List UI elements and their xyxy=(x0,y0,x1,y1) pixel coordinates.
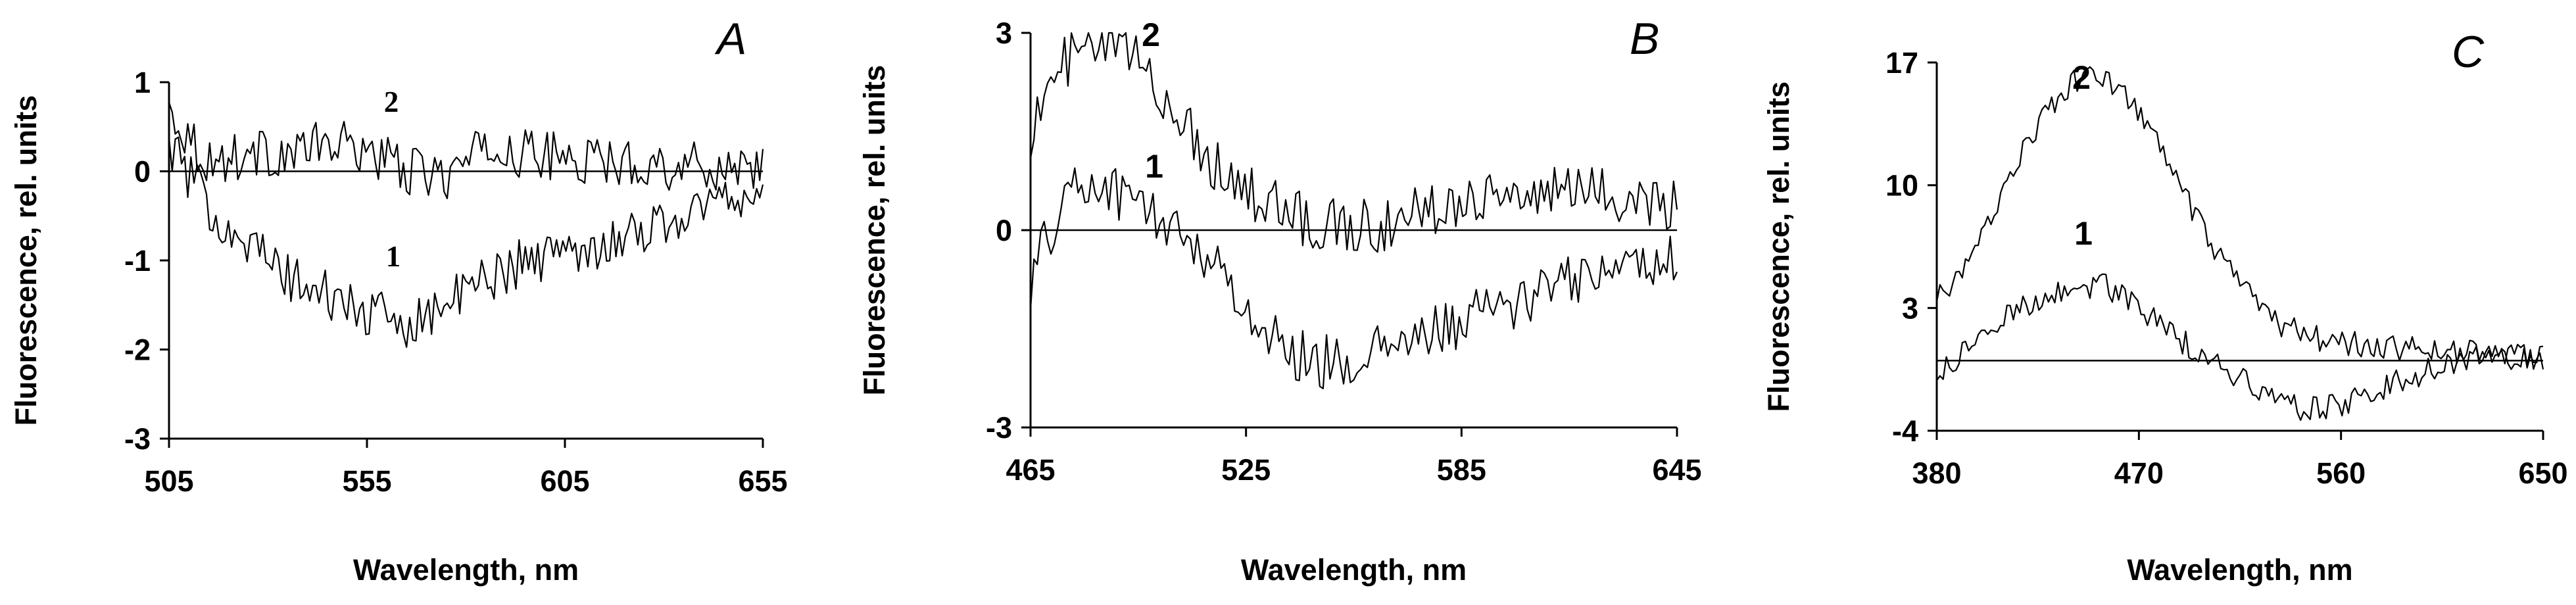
panel-b-series-1-line xyxy=(1029,167,1678,389)
panel-c-y-axis-label: Fluorescence, rel. units xyxy=(1762,82,1795,412)
panel-c-y-tick-label: 17 xyxy=(1885,46,1918,80)
panel-c-series-2-label: 2 xyxy=(2072,59,2091,96)
panel-b-x-axis-label: Wavelength, nm xyxy=(1241,553,1467,587)
panel-a-x-tick-label: 605 xyxy=(540,464,589,498)
panel-a-y-axis-label: Fluorescence, rel. units xyxy=(9,95,43,426)
panel-c-x-tick-label: 380 xyxy=(1912,456,1961,490)
panel-c-x-tick-label: 560 xyxy=(2316,456,2366,490)
panel-b-y-tick-label: -3 xyxy=(986,411,1012,445)
panel-c-x-tick-label: 470 xyxy=(2114,456,2164,490)
panel-c-series-1-label: 1 xyxy=(2074,215,2093,252)
panel-b-series-1-label: 1 xyxy=(1145,148,1163,185)
panel-a-y-tick-label: -2 xyxy=(124,333,151,367)
panel-b-x-tick-label: 465 xyxy=(1006,453,1055,487)
panel-c-series-1-line xyxy=(1936,273,2544,422)
panel-b-series-2-label: 2 xyxy=(1142,16,1160,53)
panel-a-series-1-line xyxy=(168,136,764,348)
panel-a-series-2-line xyxy=(168,102,764,199)
panel-a-x-axis-label: Wavelength, nm xyxy=(353,553,579,587)
panel-b-series-2-line xyxy=(1029,32,1678,253)
panel-b-y-tick-label: 0 xyxy=(996,214,1012,247)
panel-b-x-tick-label: 525 xyxy=(1221,453,1271,487)
panel-a-letter: A xyxy=(714,14,746,64)
panel-c-x-axis-label: Wavelength, nm xyxy=(2127,553,2352,587)
panel-c-series-2-line xyxy=(1935,66,2544,370)
panel-a-y-tick-label: -1 xyxy=(124,244,151,278)
panel-a-x-tick-label: 555 xyxy=(342,464,391,498)
panel-a-series-1-label: 1 xyxy=(386,240,401,273)
panel-b-y-axis-label: Fluorescence, rel. units xyxy=(858,65,891,396)
panel-c-letter: C xyxy=(2452,27,2485,77)
panel-a-y-tick-label: 0 xyxy=(134,155,151,189)
panel-c-y-tick-label: 10 xyxy=(1885,169,1918,203)
panel-a-y-tick-label: 1 xyxy=(134,66,151,99)
panel-b-x-tick-label: 585 xyxy=(1437,453,1486,487)
panel-c-y-tick-label: 3 xyxy=(1902,291,1918,325)
panel-c-y-tick-label: -4 xyxy=(1892,414,1918,448)
panel-b-y-tick-label: 3 xyxy=(996,16,1012,50)
panel-c-x-tick-label: 650 xyxy=(2518,456,2567,490)
panel-a-y-tick-label: -3 xyxy=(124,422,151,456)
panel-a-x-tick-label: 655 xyxy=(738,464,787,498)
panel-a-x-tick-label: 505 xyxy=(144,464,193,498)
panel-a-series-2-label: 2 xyxy=(384,85,399,118)
panel-b-letter: B xyxy=(1630,14,1659,64)
panel-b-x-tick-label: 645 xyxy=(1652,453,1701,487)
